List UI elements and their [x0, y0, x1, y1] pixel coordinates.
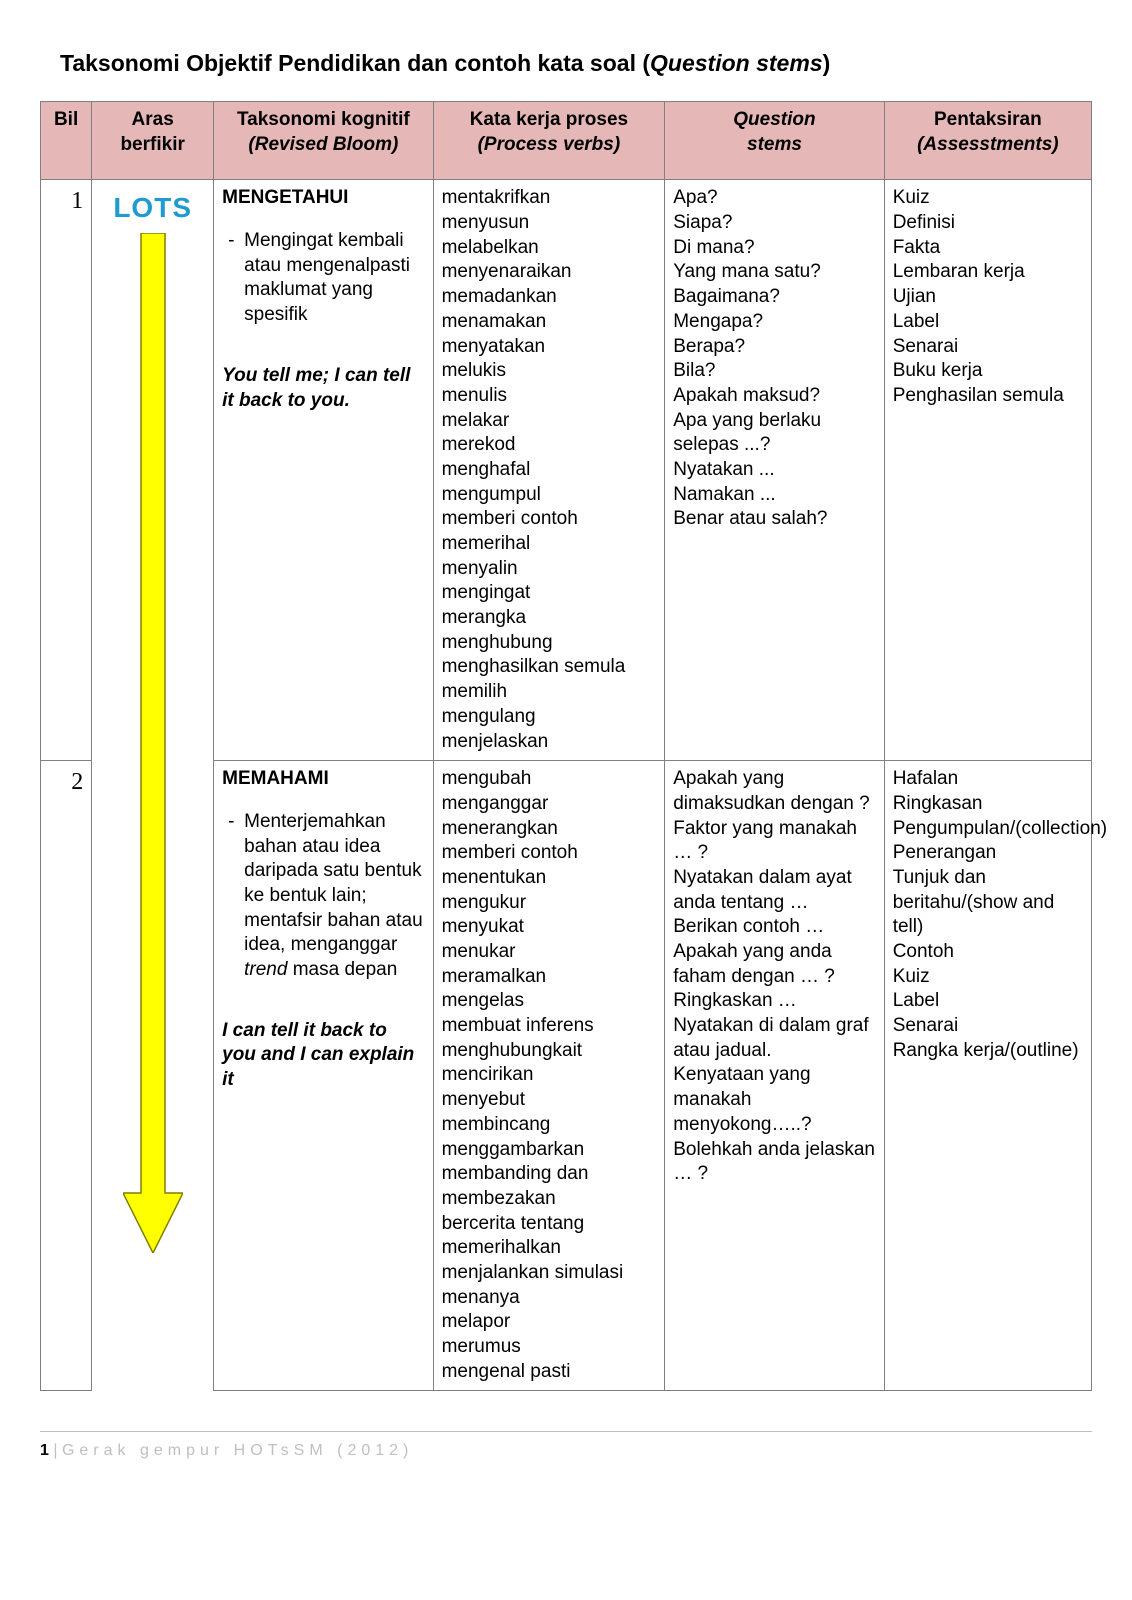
- taksonomi-cell: MEMAHAMI Menterjemahkan bahan atau idea …: [214, 761, 433, 1391]
- down-arrow-icon: [100, 233, 205, 1253]
- header-taksonomi: Taksonomi kognitif (Revised Bloom): [214, 102, 433, 180]
- taks-desc: Menterjemahkan bahan atau idea daripada …: [222, 810, 424, 983]
- page-footer: 1 | Gerak gempur HOTsSM (2012): [40, 1431, 1092, 1460]
- aras-cell: LOTS: [92, 180, 214, 1391]
- header-taks-line2: (Revised Bloom): [248, 134, 398, 155]
- page-title: Taksonomi Objektif Pendidikan dan contoh…: [60, 50, 1092, 77]
- verbs-cell: mentakrifkan menyusun melabelkan menyena…: [433, 180, 665, 761]
- taks-title: MEMAHAMI: [222, 767, 424, 792]
- footer-page-number: 1: [40, 1442, 49, 1459]
- taks-desc-italic: trend: [244, 959, 287, 980]
- header-taks-line1: Taksonomi kognitif: [237, 109, 410, 130]
- title-italic: Question stems: [650, 50, 823, 76]
- taks-desc-post: masa depan: [287, 959, 397, 980]
- stems-cell: Apakah yang dimaksudkan dengan ? Faktor …: [665, 761, 884, 1391]
- header-stems-line2: stems: [747, 134, 802, 155]
- header-stems-line1: Question: [733, 109, 815, 130]
- bil-cell: 2: [41, 761, 92, 1391]
- header-aras-line2: berfikir: [120, 134, 184, 155]
- footer-text: Gerak gempur HOTsSM (2012): [62, 1442, 413, 1459]
- stems-cell: Apa? Siapa? Di mana? Yang mana satu? Bag…: [665, 180, 884, 761]
- lots-label: LOTS: [100, 190, 205, 226]
- header-aras: Aras berfikir: [92, 102, 214, 180]
- table-header-row: Bil Aras berfikir Taksonomi kognitif (Re…: [41, 102, 1092, 180]
- title-close: ): [823, 50, 831, 76]
- header-verbs-line2: (Process verbs): [478, 134, 621, 155]
- footer-separator: |: [49, 1442, 62, 1459]
- header-bil: Bil: [41, 102, 92, 180]
- taks-phrase: You tell me; I can tell it back to you.: [222, 364, 424, 413]
- header-bil-text: Bil: [54, 109, 78, 130]
- header-stems: Question stems: [665, 102, 884, 180]
- header-verbs: Kata kerja proses (Process verbs): [433, 102, 665, 180]
- title-main: Taksonomi Objektif Pendidikan dan contoh…: [60, 50, 650, 76]
- taks-phrase: I can tell it back to you and I can expl…: [222, 1019, 424, 1093]
- header-assess-line2: (Assesstments): [917, 134, 1059, 155]
- taks-title: MENGETAHUI: [222, 186, 424, 211]
- header-assess: Pentaksiran (Assesstments): [884, 102, 1091, 180]
- assess-cell: Kuiz Definisi Fakta Lembaran kerja Ujian…: [884, 180, 1091, 761]
- taks-desc-pre: Menterjemahkan bahan atau idea daripada …: [244, 811, 423, 955]
- assess-cell: Hafalan Ringkasan Pengumpulan/(collectio…: [884, 761, 1091, 1391]
- taks-desc: Mengingat kembali atau mengenalpasti mak…: [222, 229, 424, 328]
- header-aras-line1: Aras: [132, 109, 174, 130]
- taksonomi-cell: MENGETAHUI Mengingat kembali atau mengen…: [214, 180, 433, 761]
- taxonomy-table: Bil Aras berfikir Taksonomi kognitif (Re…: [40, 101, 1092, 1391]
- table-row: 1 LOTS MENGETAHUI Mengingat kembali atau…: [41, 180, 1092, 761]
- verbs-cell: mengubah menganggar menerangkan memberi …: [433, 761, 665, 1391]
- bil-cell: 1: [41, 180, 92, 761]
- header-verbs-line1: Kata kerja proses: [470, 109, 628, 130]
- header-assess-line1: Pentaksiran: [934, 109, 1042, 130]
